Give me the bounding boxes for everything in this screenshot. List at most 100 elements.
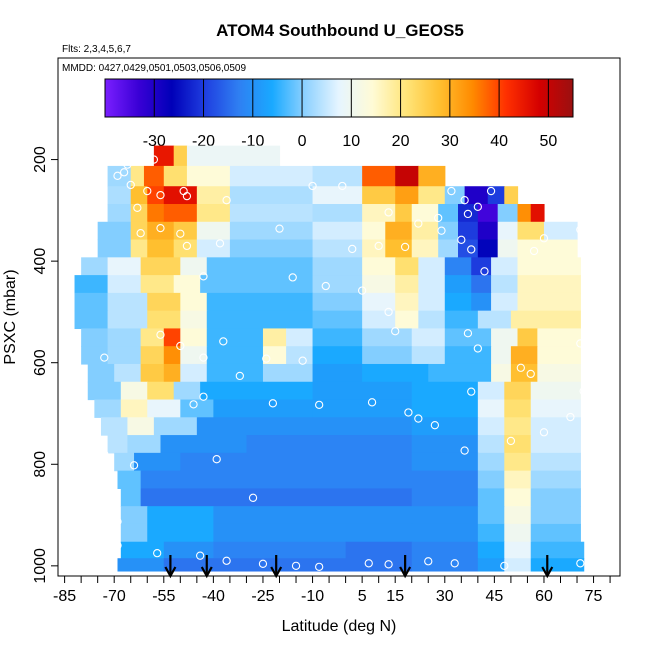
heatmap-cell: [362, 310, 396, 330]
heatmap-cell: [312, 363, 363, 383]
heatmap-cell: [312, 381, 413, 401]
observation-point: [315, 400, 324, 410]
heatmap-cell: [504, 417, 532, 436]
observation-point: [364, 559, 373, 568]
observation-point: [539, 428, 549, 437]
heatmap-cell: [312, 221, 363, 241]
heatmap-cell: [504, 186, 519, 205]
heatmap-cell: [411, 488, 479, 507]
heatmap-cell: [97, 239, 132, 258]
heatmap-cell: [411, 204, 439, 223]
heatmap-cell: [213, 399, 314, 418]
heatmap-cell: [471, 292, 492, 312]
observation-point: [57, 262, 66, 271]
heatmap-cell: [504, 470, 532, 489]
observation-point: [529, 246, 539, 256]
observation-point: [113, 541, 122, 550]
observation-point: [430, 421, 440, 430]
heatmap-cell: [444, 186, 466, 205]
heatmap-cell: [471, 275, 492, 294]
heatmap-cell: [140, 470, 413, 489]
observation-point: [113, 517, 122, 526]
observation-point: [384, 208, 393, 217]
heatmap-cell: [362, 275, 396, 294]
heatmap-cell: [140, 275, 175, 294]
observation-point: [384, 307, 393, 317]
heatmap-cell: [196, 239, 231, 258]
colorbar-tick-label: 50: [539, 133, 557, 150]
observation-point: [321, 281, 330, 291]
heatmap-cell: [530, 541, 585, 559]
heatmap-cell: [477, 417, 505, 436]
heatmap-cell: [395, 257, 419, 276]
heatmap-cell: [147, 381, 175, 401]
heatmap-cell: [530, 435, 581, 454]
heatmap-cell: [229, 204, 314, 223]
heatmap-cell: [107, 292, 148, 312]
heatmap-cell: [147, 204, 165, 223]
heatmap-cell: [517, 221, 545, 241]
heatmap-cell: [130, 221, 148, 241]
observation-point: [473, 344, 482, 353]
heatmap-cell: [477, 488, 505, 507]
observation-point: [222, 196, 231, 205]
heatmap-cell: [117, 558, 165, 572]
heatmap-cell: [395, 275, 419, 294]
heatmap-cell: [107, 435, 129, 454]
heatmap-cell: [180, 363, 208, 383]
x-tick-label: 30: [436, 588, 454, 605]
heatmap-cell: [262, 346, 287, 365]
heatmap-cell: [491, 275, 519, 294]
observation-point: [219, 337, 228, 346]
observation-point: [463, 329, 473, 338]
heatmap-cell: [345, 541, 413, 559]
heatmap-cell: [530, 417, 581, 436]
heatmap-cell: [477, 204, 499, 223]
observation-point: [338, 181, 347, 191]
observation-point: [437, 226, 446, 235]
x-tick-label: -85: [53, 588, 76, 605]
x-tick-label: 45: [485, 588, 503, 605]
heatmap-cell: [173, 221, 198, 241]
heatmap-cell: [120, 506, 148, 525]
observation-point: [133, 203, 142, 212]
observation-point: [182, 241, 192, 251]
heatmap-cell: [477, 381, 505, 401]
heatmap-cell: [362, 363, 429, 383]
heatmap-cell: [173, 145, 188, 167]
heatmap-cell: [87, 381, 122, 401]
heatmap-cell: [196, 221, 231, 241]
heatmap-cell: [163, 186, 198, 205]
heatmap-cell: [530, 452, 581, 472]
heatmap-cell: [395, 292, 419, 312]
heatmap-cell: [206, 346, 264, 365]
observation-point: [156, 223, 165, 233]
heatmap-cell: [362, 165, 396, 187]
heatmap-cell: [411, 452, 479, 472]
observation-point: [153, 548, 162, 558]
heatmap-cell: [477, 310, 512, 330]
observation-point: [291, 561, 301, 570]
heatmap-cell: [180, 292, 208, 312]
heatmap-cell: [312, 328, 363, 347]
heatmap-cell: [140, 488, 413, 507]
heatmap-cell: [163, 363, 181, 383]
heatmap-cell: [147, 239, 175, 258]
dates-subtitle: MMDD: 0427,0429,0501,0503,0506,0509: [62, 63, 246, 74]
heatmap-cell: [196, 186, 231, 205]
observation-point: [447, 186, 456, 196]
heatmap-cell: [163, 328, 181, 347]
heatmap-cell: [196, 204, 231, 223]
heatmap-cell: [395, 310, 419, 330]
observation-point: [516, 363, 525, 372]
x-tick-label: -10: [301, 588, 324, 605]
heatmap-cell: [180, 452, 413, 472]
heatmap-cell: [418, 257, 446, 276]
observation-point: [480, 267, 489, 276]
heatmap-cell: [120, 488, 142, 507]
observation-point: [76, 180, 86, 190]
heatmap-cell: [411, 541, 479, 559]
heatmap-cell: [180, 399, 214, 418]
heatmap-cell: [504, 435, 532, 454]
heatmap-cell: [491, 257, 519, 276]
